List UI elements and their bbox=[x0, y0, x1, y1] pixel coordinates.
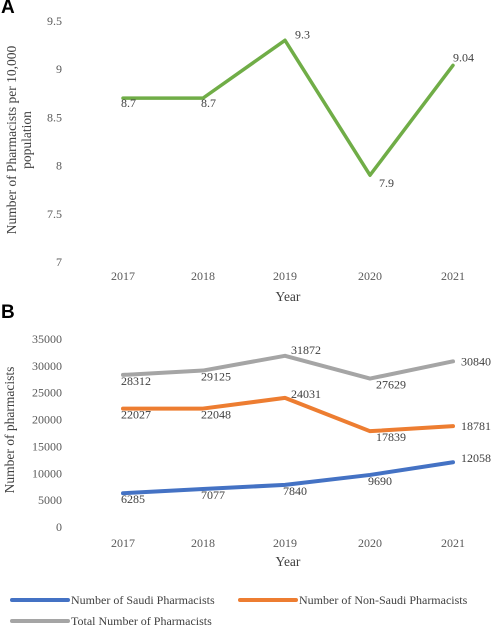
legend-label: Number of Saudi Pharmacists bbox=[71, 593, 215, 607]
data-label: 9.3 bbox=[295, 27, 310, 41]
data-label: 30840 bbox=[461, 354, 491, 368]
y-tick-label: 5000 bbox=[38, 493, 62, 507]
data-label: 8.7 bbox=[201, 96, 216, 110]
data-label: 7.9 bbox=[379, 176, 394, 190]
data-label: 31872 bbox=[291, 343, 321, 357]
panel-b-letter: B bbox=[1, 302, 15, 323]
chart-1: 0 5000 10000 15000 20000 25000 30000 35000 2017 2… bbox=[2, 332, 491, 628]
data-label: 17839 bbox=[376, 430, 406, 444]
y-tick-label: 9.5 bbox=[47, 14, 62, 28]
y-tick-label: 8 bbox=[56, 159, 62, 173]
x-tick-label: 2020 bbox=[358, 269, 382, 283]
data-label: 29125 bbox=[201, 370, 231, 384]
y-tick-label: 15000 bbox=[32, 439, 62, 453]
series-line-1 bbox=[121, 395, 455, 434]
y-tick-label: 25000 bbox=[32, 386, 62, 400]
x-tick-label: 2020 bbox=[358, 536, 382, 550]
x-tick-label: 2021 bbox=[441, 269, 465, 283]
data-label: 8.7 bbox=[121, 96, 136, 110]
data-label: 18781 bbox=[461, 419, 491, 433]
data-label: 28312 bbox=[121, 374, 151, 388]
x-tick-label: 2019 bbox=[273, 269, 297, 283]
panel-a-letter: A bbox=[1, 0, 15, 18]
x-axis-title: Year bbox=[276, 554, 301, 569]
data-label: 7077 bbox=[201, 488, 225, 502]
y-tick-label: 7 bbox=[56, 255, 62, 269]
x-tick-label: 2019 bbox=[273, 536, 297, 550]
y-tick-label: 35000 bbox=[32, 332, 62, 346]
y-tick-label: 20000 bbox=[32, 413, 62, 427]
y-axis-title: Number of pharmacists bbox=[2, 367, 17, 494]
y-tick-label: 8.5 bbox=[47, 110, 62, 124]
data-label: 6285 bbox=[121, 492, 145, 506]
data-label: 9690 bbox=[368, 474, 392, 488]
legend-label: Total Number of Pharmacists bbox=[71, 614, 212, 628]
y-tick-label: 7.5 bbox=[47, 207, 62, 221]
y-tick-label: 0 bbox=[56, 520, 62, 534]
x-tick-label: 2018 bbox=[191, 269, 215, 283]
y-axis-title: Number of Pharmacists per 10,000populati… bbox=[4, 45, 34, 234]
x-tick-label: 2018 bbox=[191, 536, 215, 550]
x-axis-title: Year bbox=[276, 289, 301, 304]
series-line-2 bbox=[121, 353, 455, 381]
x-tick-label: 2021 bbox=[441, 536, 465, 550]
y-tick-label: 9 bbox=[56, 62, 62, 76]
series-line-0 bbox=[121, 38, 455, 177]
data-label: 9.04 bbox=[453, 50, 474, 64]
data-label: 22027 bbox=[121, 408, 151, 422]
data-label: 12058 bbox=[461, 451, 491, 465]
y-tick-label: 30000 bbox=[32, 359, 62, 373]
data-label: 24031 bbox=[291, 387, 321, 401]
y-tick-label: 10000 bbox=[32, 466, 62, 480]
chart-0: 7 7.5 8 8.5 9 9.5 2017 2018 2019 2020 2021 Year Numb… bbox=[4, 14, 474, 304]
data-label: 22048 bbox=[201, 408, 231, 422]
series-line-0 bbox=[121, 460, 455, 496]
legend-label: Number of Non-Saudi Pharmacists bbox=[299, 593, 468, 607]
x-tick-label: 2017 bbox=[111, 269, 135, 283]
data-label: 27629 bbox=[376, 378, 406, 392]
x-tick-label: 2017 bbox=[111, 536, 135, 550]
data-label: 7840 bbox=[283, 484, 307, 498]
